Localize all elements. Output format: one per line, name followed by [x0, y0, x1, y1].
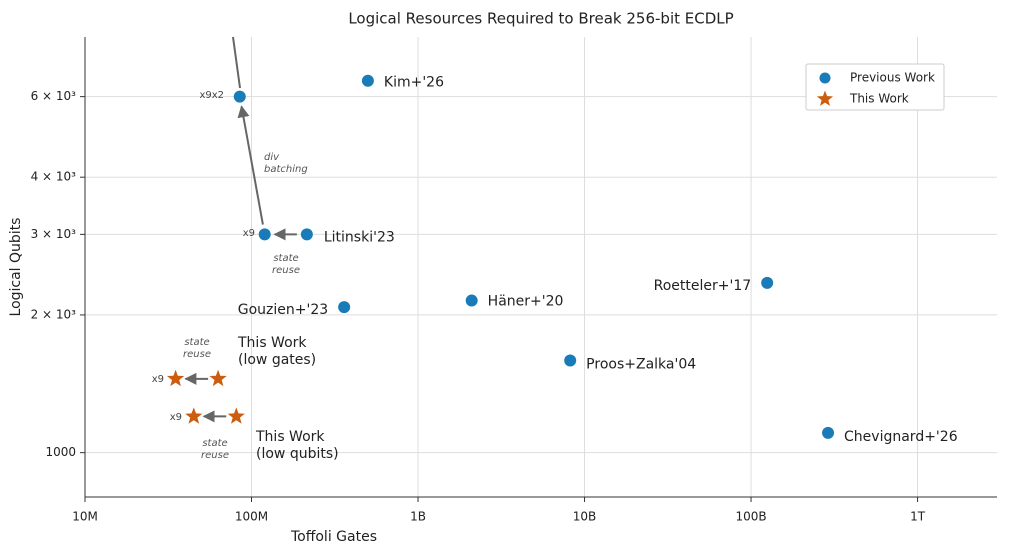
point [822, 426, 835, 439]
y-axis-label: Logical Qubits [8, 218, 24, 317]
arrows [184, 105, 297, 423]
point-label: Häner+'20 [488, 294, 564, 310]
y-tick-label: 6 × 10³ [31, 89, 77, 103]
annotation: div [264, 152, 280, 163]
x-tick-label: 10B [573, 510, 597, 524]
y-tick-label: 1000 [45, 445, 76, 459]
point [338, 301, 351, 314]
chart-title: Logical Resources Required to Break 256-… [348, 10, 733, 28]
annotation: x9 [152, 374, 164, 385]
annotation: (low gates) [238, 352, 316, 368]
annotation: x9 [170, 412, 182, 423]
point [300, 228, 313, 241]
annotation: x9x2 [199, 90, 224, 101]
legend-label: This Work [849, 92, 909, 106]
star-marker [185, 407, 203, 424]
annotation: state [202, 438, 227, 449]
y-tick-label: 3 × 10³ [31, 227, 77, 241]
star-marker [227, 407, 245, 424]
point [761, 276, 774, 289]
point [564, 354, 577, 367]
annotation: reuse [183, 349, 211, 360]
x-tick-label: 100M [235, 510, 268, 524]
point-label: Kim+'26 [384, 75, 444, 91]
legend-label: Previous Work [850, 71, 935, 85]
y-tick-label: 4 × 10³ [31, 170, 77, 184]
point [819, 72, 831, 84]
annotation: state [273, 253, 298, 264]
x-tick-label: 10M [72, 510, 98, 524]
annotation: (low qubits) [256, 446, 339, 462]
annotation: This Work [237, 335, 307, 351]
annotation: reuse [272, 265, 300, 276]
star-marker [816, 90, 834, 106]
point-label: Proos+Zalka'04 [586, 357, 696, 373]
point [258, 228, 271, 241]
point [233, 90, 246, 103]
annotation: state [184, 337, 209, 348]
annotation: reuse [201, 450, 229, 461]
x-axis-label: Toffoli Gates [290, 529, 377, 545]
annotation: batching [264, 164, 308, 175]
legend [805, 63, 945, 111]
point-label: Litinski'23 [324, 229, 395, 245]
x-tick-label: 1T [910, 510, 926, 524]
arrow [237, 105, 264, 225]
trajectory-line [232, 36, 241, 89]
point-label: Chevignard+'26 [844, 429, 958, 445]
annotation: x9 [243, 228, 255, 239]
marks [167, 74, 835, 439]
annotation: This Work [255, 429, 325, 445]
point [465, 294, 478, 307]
star-marker [209, 369, 227, 387]
point [361, 74, 374, 87]
x-tick-label: 1B [410, 510, 426, 524]
point-label: Roetteler+'17 [654, 278, 752, 294]
x-tick-label: 100B [735, 510, 766, 524]
star-marker [167, 369, 185, 387]
y-tick-label: 2 × 10³ [31, 307, 77, 321]
point-label: Gouzien+'23 [238, 302, 328, 318]
